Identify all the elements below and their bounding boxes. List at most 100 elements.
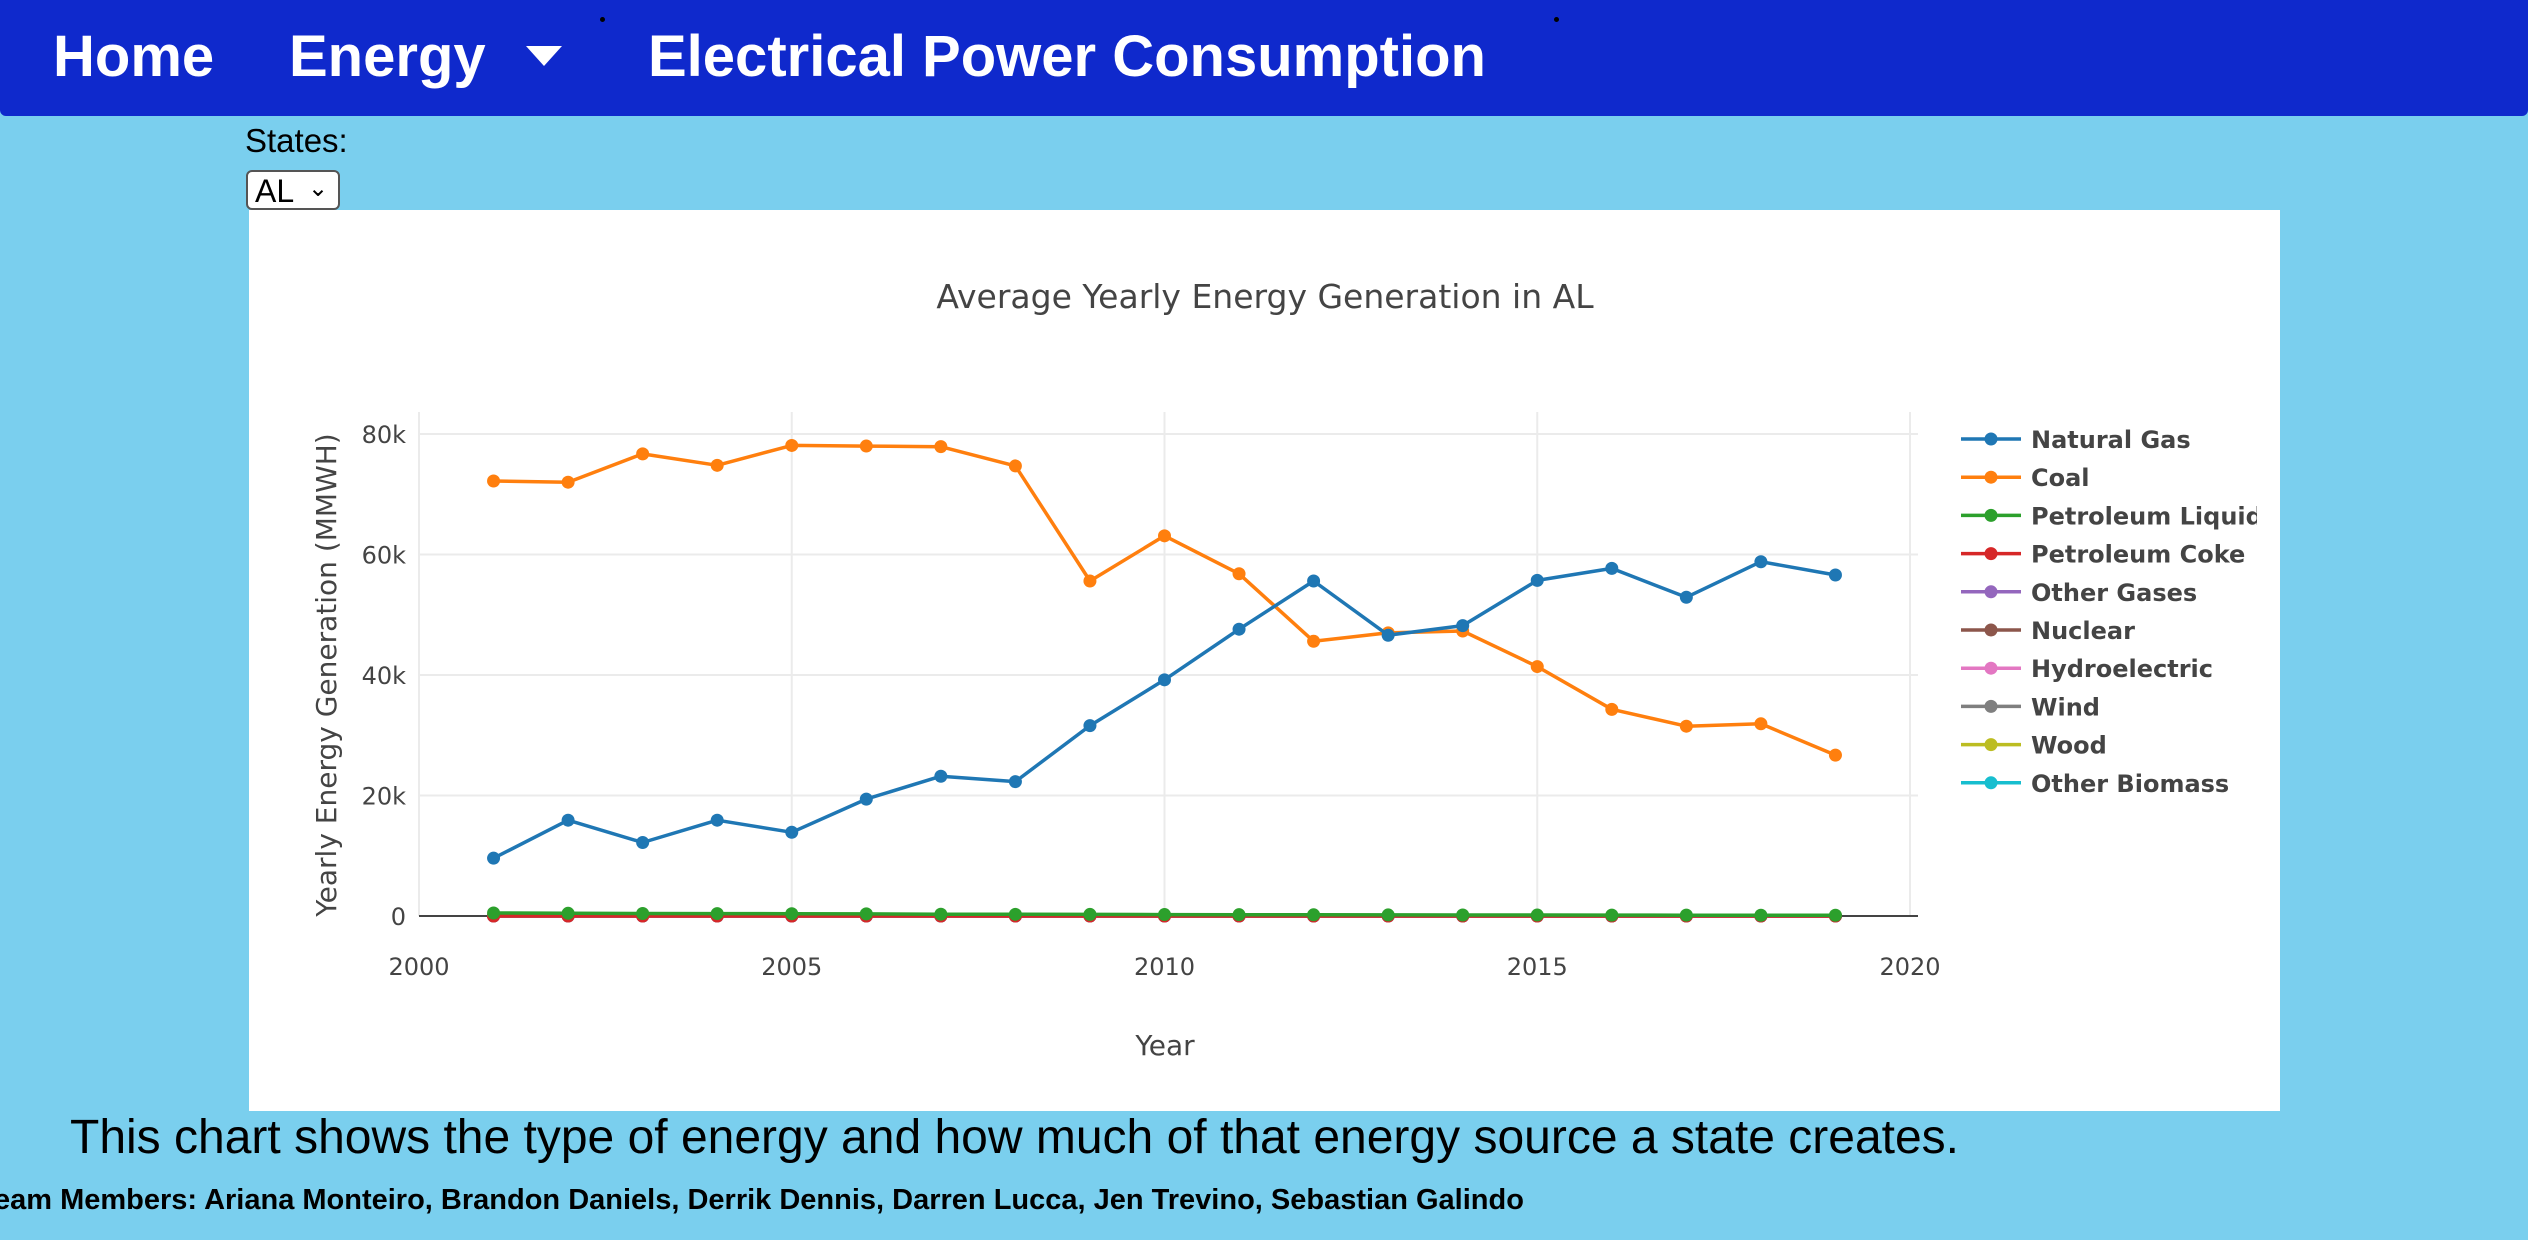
data-point[interactable] <box>1605 702 1619 716</box>
data-point[interactable] <box>1754 908 1768 922</box>
dot-icon <box>600 17 605 22</box>
x-tick-label: 2010 <box>1134 953 1195 981</box>
legend-item[interactable]: Hydroelectric <box>1961 655 2213 683</box>
data-point[interactable] <box>1083 719 1097 733</box>
data-point[interactable] <box>1828 568 1842 582</box>
y-tick-label: 60k <box>362 542 407 570</box>
data-point[interactable] <box>1530 908 1544 922</box>
data-point[interactable] <box>1456 908 1470 922</box>
legend-label: Petroleum Coke <box>2031 541 2245 569</box>
data-point[interactable] <box>1381 908 1395 922</box>
legend-item[interactable]: Nuclear <box>1961 617 2135 645</box>
data-point[interactable] <box>1679 908 1693 922</box>
x-axis-label: Year <box>1134 1029 1195 1062</box>
data-point[interactable] <box>710 458 724 472</box>
x-tick-label: 2000 <box>388 953 449 981</box>
legend-item[interactable]: Petroleum Liquid <box>1961 502 2263 530</box>
legend-label: Natural Gas <box>2031 426 2191 454</box>
data-point[interactable] <box>1754 717 1768 731</box>
legend-item[interactable]: Wind <box>1961 693 2100 721</box>
data-point[interactable] <box>636 906 650 920</box>
dot-icon <box>1554 17 1559 22</box>
x-tick-label: 2020 <box>1879 953 1940 981</box>
data-point[interactable] <box>859 792 873 806</box>
data-point[interactable] <box>1456 619 1470 633</box>
data-point[interactable] <box>1605 908 1619 922</box>
data-point[interactable] <box>785 907 799 921</box>
data-point[interactable] <box>859 907 873 921</box>
data-point[interactable] <box>561 906 575 920</box>
data-point[interactable] <box>561 475 575 489</box>
chevron-down-icon[interactable] <box>526 46 562 66</box>
data-point[interactable] <box>1605 561 1619 575</box>
data-point[interactable] <box>487 474 501 488</box>
chevron-down-icon: ⌄ <box>308 175 329 202</box>
x-tick-label: 2015 <box>1507 953 1568 981</box>
legend-item[interactable]: Other Gases <box>1961 579 2197 607</box>
data-point[interactable] <box>1232 567 1246 581</box>
data-point[interactable] <box>636 447 650 461</box>
data-point[interactable] <box>1008 775 1022 789</box>
data-point[interactable] <box>934 907 948 921</box>
legend-swatch-marker <box>1984 699 1998 713</box>
data-point[interactable] <box>487 906 501 920</box>
data-point[interactable] <box>1530 660 1544 674</box>
data-point[interactable] <box>785 438 799 452</box>
data-point[interactable] <box>1828 908 1842 922</box>
data-point[interactable] <box>561 813 575 827</box>
legend-label: Nuclear <box>2031 617 2135 645</box>
legend-swatch-marker <box>1984 470 1998 484</box>
data-point[interactable] <box>487 851 501 865</box>
legend-swatch-marker <box>1984 432 1998 446</box>
data-point[interactable] <box>934 769 948 783</box>
legend-label: Coal <box>2031 464 2090 492</box>
states-select[interactable]: AL ⌄ <box>246 170 340 210</box>
data-point[interactable] <box>1008 907 1022 921</box>
x-tick-label: 2005 <box>761 953 822 981</box>
y-tick-label: 20k <box>362 783 407 811</box>
data-point[interactable] <box>1158 673 1171 687</box>
data-point[interactable] <box>710 813 724 827</box>
y-tick-label: 40k <box>362 662 407 690</box>
data-point[interactable] <box>1232 908 1246 922</box>
data-point[interactable] <box>1008 459 1022 473</box>
data-point[interactable] <box>1307 908 1321 922</box>
legend-item[interactable]: Other Biomass <box>1961 770 2229 798</box>
chart-description: This chart shows the type of energy and … <box>70 1111 1960 1164</box>
legend-item[interactable]: Natural Gas <box>1961 426 2191 454</box>
data-point[interactable] <box>1307 634 1321 648</box>
legend-swatch-marker <box>1984 547 1998 561</box>
data-point[interactable] <box>1754 555 1768 569</box>
data-point[interactable] <box>1083 907 1097 921</box>
chart-title: Average Yearly Energy Generation in AL <box>936 277 1594 316</box>
nav-page-title[interactable]: Electrical Power Consumption <box>648 24 1486 89</box>
data-point[interactable] <box>710 907 724 921</box>
nav-energy-dropdown[interactable]: Energy <box>289 24 486 89</box>
states-label: States: <box>245 122 348 159</box>
data-point[interactable] <box>1530 573 1544 587</box>
legend-item[interactable]: Coal <box>1961 464 2090 492</box>
legend-label: Wood <box>2031 732 2107 760</box>
legend-swatch-marker <box>1984 508 1998 522</box>
data-point[interactable] <box>1083 574 1097 588</box>
legend-swatch-marker <box>1984 585 1998 599</box>
data-point[interactable] <box>785 825 799 839</box>
data-point[interactable] <box>1158 908 1171 922</box>
legend-swatch-marker <box>1984 623 1998 637</box>
data-point[interactable] <box>1307 574 1321 588</box>
data-point[interactable] <box>1381 628 1395 642</box>
data-point[interactable] <box>1232 622 1246 636</box>
data-point[interactable] <box>1679 590 1693 604</box>
nav-home-link[interactable]: Home <box>53 24 215 89</box>
legend-item[interactable]: Petroleum Coke <box>1961 541 2245 569</box>
data-point[interactable] <box>1158 529 1171 543</box>
legend-item[interactable]: Wood <box>1961 732 2107 760</box>
data-point[interactable] <box>859 439 873 453</box>
data-point[interactable] <box>934 440 948 454</box>
data-point[interactable] <box>636 835 650 849</box>
y-tick-label: 80k <box>362 421 407 449</box>
legend-swatch-marker <box>1984 776 1998 790</box>
data-point[interactable] <box>1679 719 1693 733</box>
data-point[interactable] <box>1828 748 1842 762</box>
legend-label: Petroleum Liquid <box>2031 502 2263 530</box>
